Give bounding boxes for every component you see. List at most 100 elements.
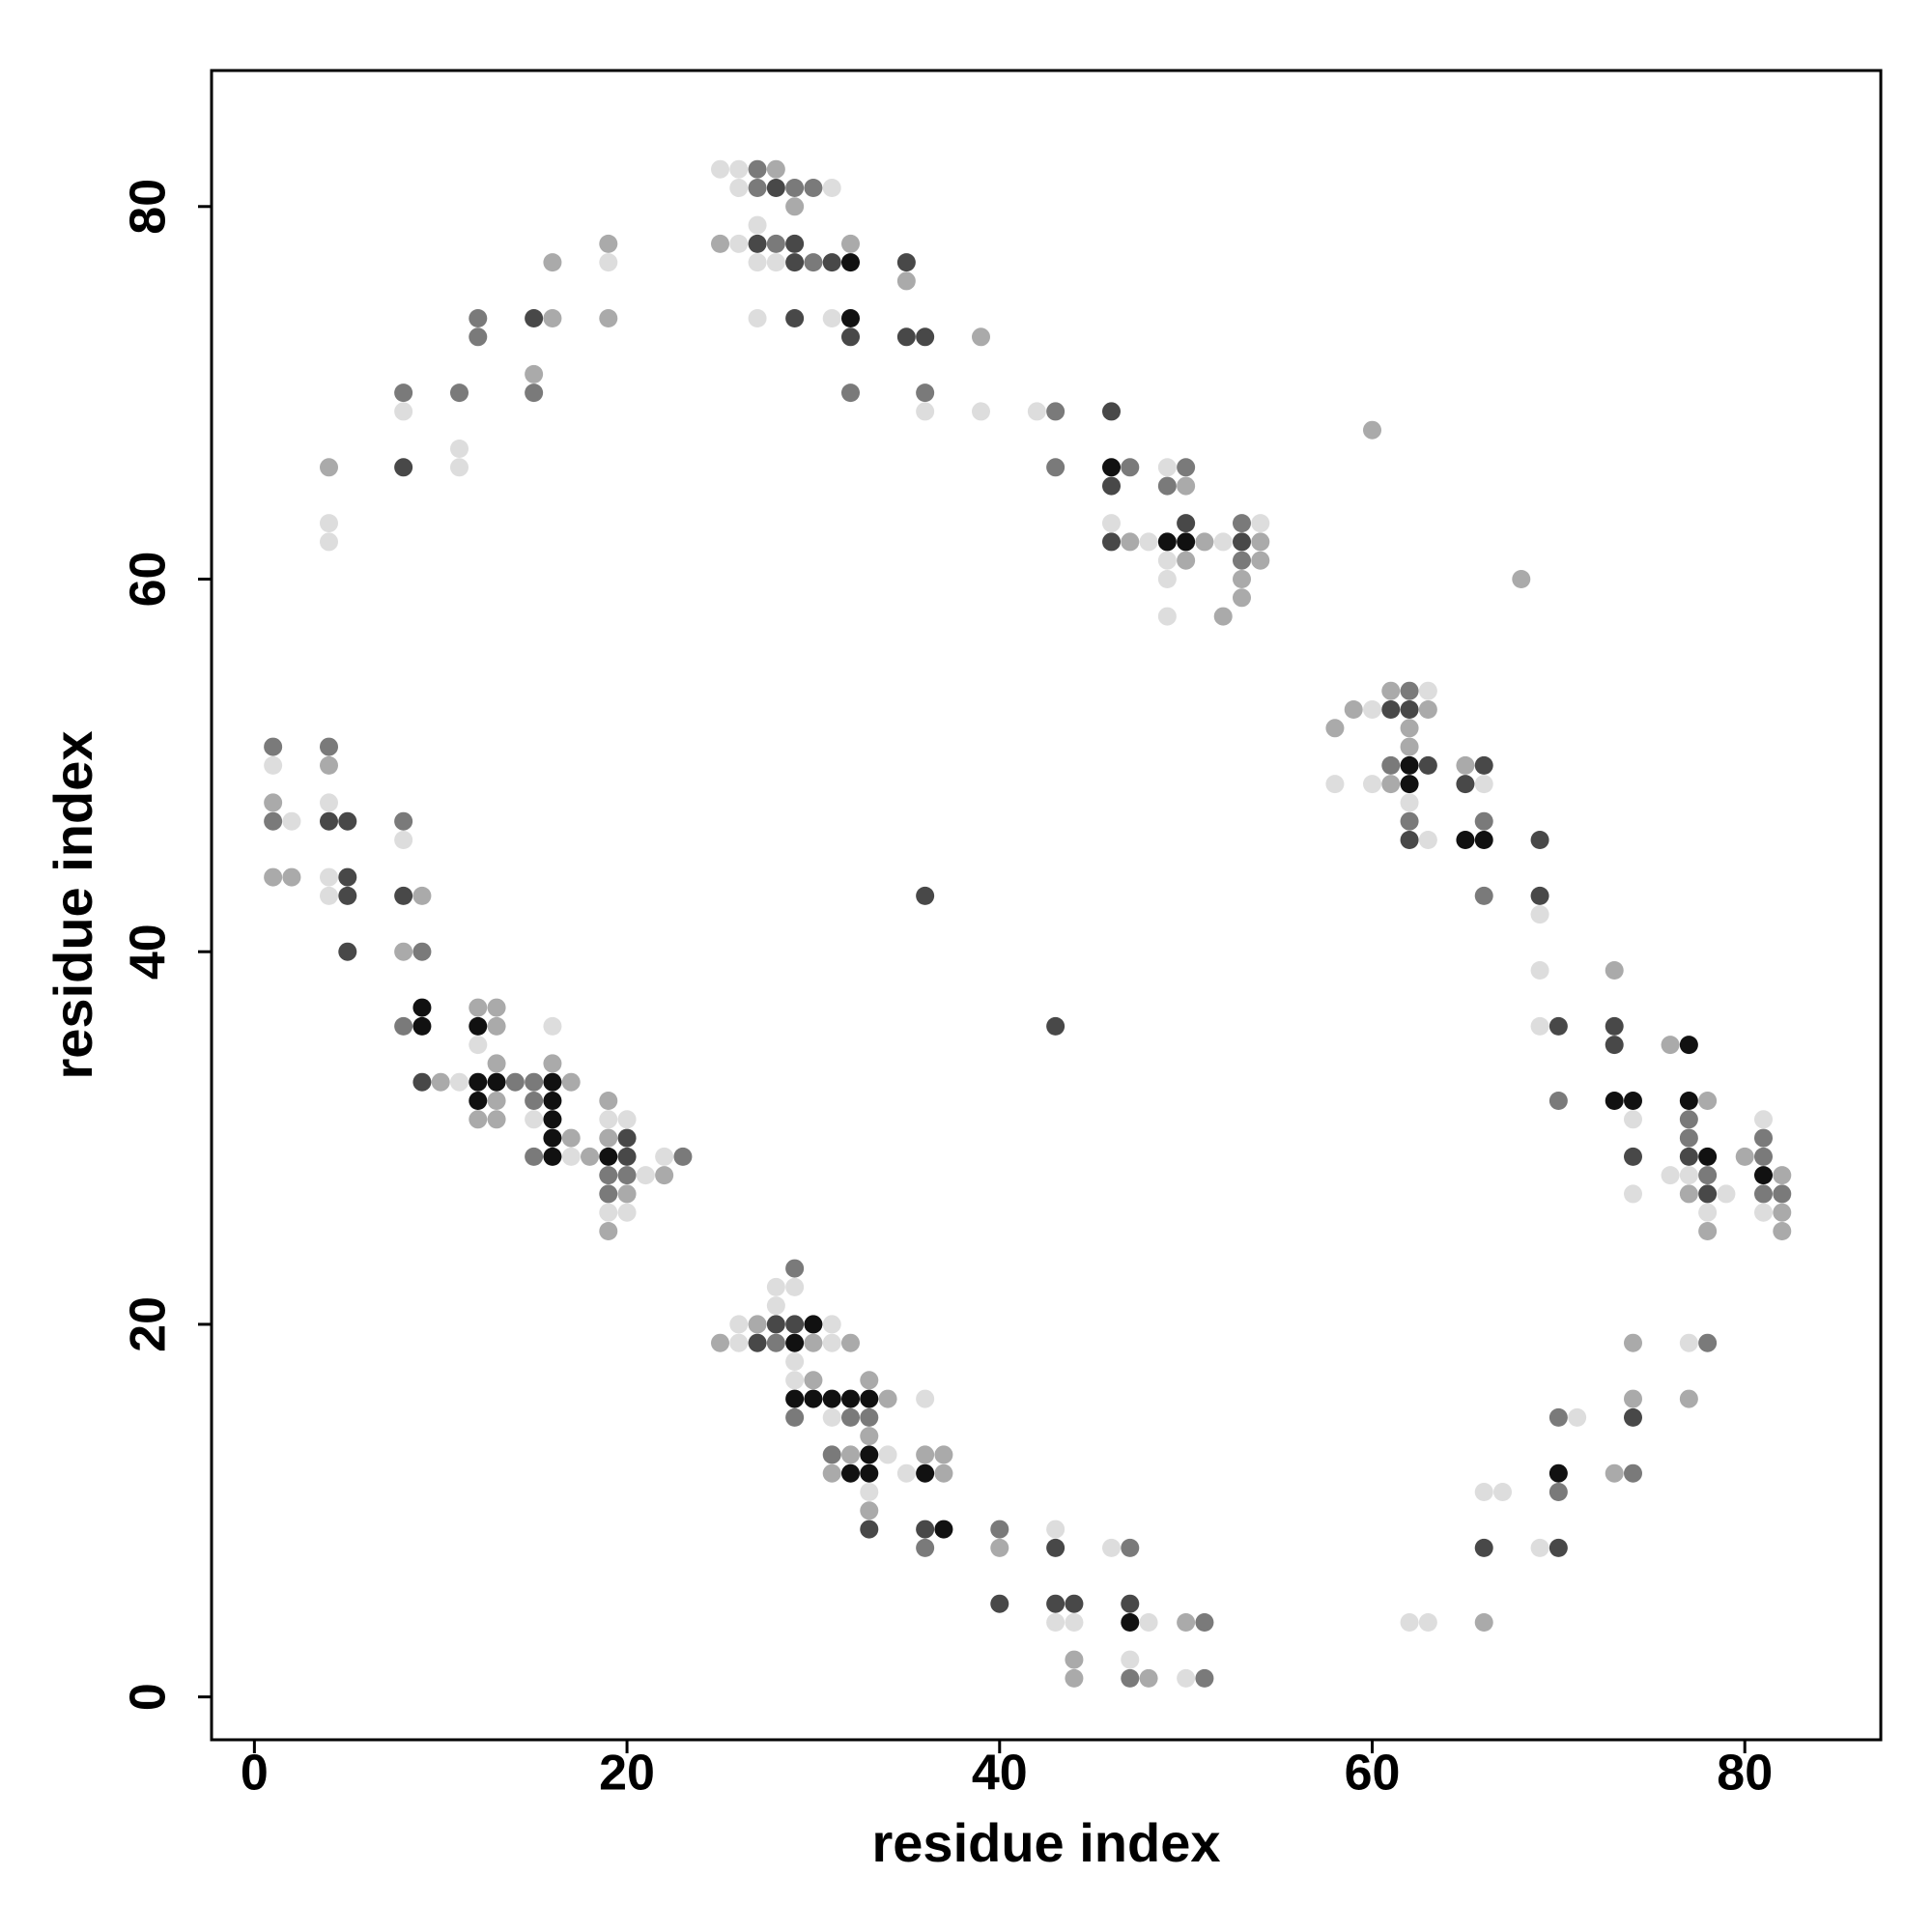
point xyxy=(1233,588,1251,608)
point xyxy=(450,458,469,477)
point xyxy=(412,1072,432,1092)
point xyxy=(766,179,785,197)
point xyxy=(1754,1147,1773,1166)
point xyxy=(1530,905,1549,924)
point xyxy=(394,831,413,849)
point xyxy=(841,1445,860,1464)
point xyxy=(1624,1463,1642,1483)
point xyxy=(1698,1333,1718,1352)
point xyxy=(394,384,413,403)
point xyxy=(1698,1184,1718,1204)
point xyxy=(1474,1483,1493,1501)
point xyxy=(1400,755,1419,775)
point xyxy=(561,1072,581,1092)
x-tick-label: 20 xyxy=(599,1746,655,1802)
point xyxy=(1102,476,1121,496)
point xyxy=(599,1166,618,1185)
point xyxy=(1046,1613,1065,1632)
point xyxy=(1679,1166,1698,1185)
point xyxy=(1102,532,1121,552)
point xyxy=(1605,1016,1624,1036)
point xyxy=(469,1072,488,1092)
point xyxy=(1474,1538,1493,1557)
point xyxy=(581,1147,599,1166)
point xyxy=(729,1333,749,1352)
point xyxy=(860,1483,879,1501)
point xyxy=(729,159,749,179)
point xyxy=(1773,1166,1792,1185)
point xyxy=(785,1315,805,1334)
y-axis-title: residue index xyxy=(43,730,103,1079)
point xyxy=(525,309,544,327)
point xyxy=(748,309,767,327)
point xyxy=(1213,532,1233,552)
point xyxy=(617,1128,637,1148)
point xyxy=(804,179,823,197)
point xyxy=(748,1333,767,1352)
point xyxy=(543,1072,562,1092)
point xyxy=(1102,458,1121,477)
point xyxy=(860,1463,879,1483)
point xyxy=(1102,402,1121,421)
point xyxy=(1624,1092,1642,1110)
plot-frame xyxy=(210,69,1883,1742)
point xyxy=(1418,681,1437,700)
point xyxy=(1418,1613,1437,1632)
point xyxy=(785,1333,805,1352)
point xyxy=(264,793,283,812)
point xyxy=(729,179,749,197)
point xyxy=(1474,1613,1493,1632)
point xyxy=(1121,1613,1140,1632)
point xyxy=(1474,811,1493,831)
point xyxy=(748,179,767,197)
point xyxy=(599,1184,618,1204)
point xyxy=(469,327,488,347)
point xyxy=(487,1016,506,1036)
y-tick-label: 0 xyxy=(121,1683,177,1711)
point xyxy=(412,942,432,961)
point xyxy=(1102,1538,1121,1557)
point xyxy=(655,1166,674,1185)
point xyxy=(617,1147,637,1166)
point xyxy=(487,1092,506,1110)
point xyxy=(673,1147,693,1166)
point xyxy=(431,1072,450,1092)
point xyxy=(1418,700,1437,719)
point xyxy=(1661,1036,1680,1055)
point xyxy=(896,271,916,291)
point xyxy=(1157,570,1177,588)
point xyxy=(785,1277,805,1296)
point xyxy=(282,811,301,831)
point xyxy=(412,886,432,905)
x-tick-label: 40 xyxy=(972,1746,1028,1802)
point xyxy=(599,1147,618,1166)
point xyxy=(1512,570,1531,588)
y-tick-label: 80 xyxy=(121,179,177,235)
point xyxy=(599,1203,618,1222)
point xyxy=(338,942,357,961)
point xyxy=(822,179,841,197)
point xyxy=(1530,961,1549,980)
point xyxy=(841,1389,860,1408)
x-tick-label: 80 xyxy=(1717,1746,1773,1802)
point xyxy=(1698,1166,1718,1185)
point xyxy=(785,1259,805,1278)
point xyxy=(1195,532,1214,552)
point xyxy=(599,1222,618,1240)
point xyxy=(1530,831,1549,849)
point xyxy=(394,811,413,831)
point xyxy=(1735,1147,1754,1166)
point xyxy=(394,402,413,421)
point xyxy=(1605,961,1624,980)
point xyxy=(822,309,841,327)
point xyxy=(822,1463,841,1483)
point xyxy=(1157,532,1177,552)
point xyxy=(320,867,338,887)
point xyxy=(1046,1016,1065,1036)
point xyxy=(896,327,916,347)
point xyxy=(916,1538,935,1557)
point xyxy=(1679,1184,1698,1204)
point xyxy=(338,886,357,905)
point xyxy=(1754,1128,1773,1148)
point xyxy=(1233,532,1251,552)
